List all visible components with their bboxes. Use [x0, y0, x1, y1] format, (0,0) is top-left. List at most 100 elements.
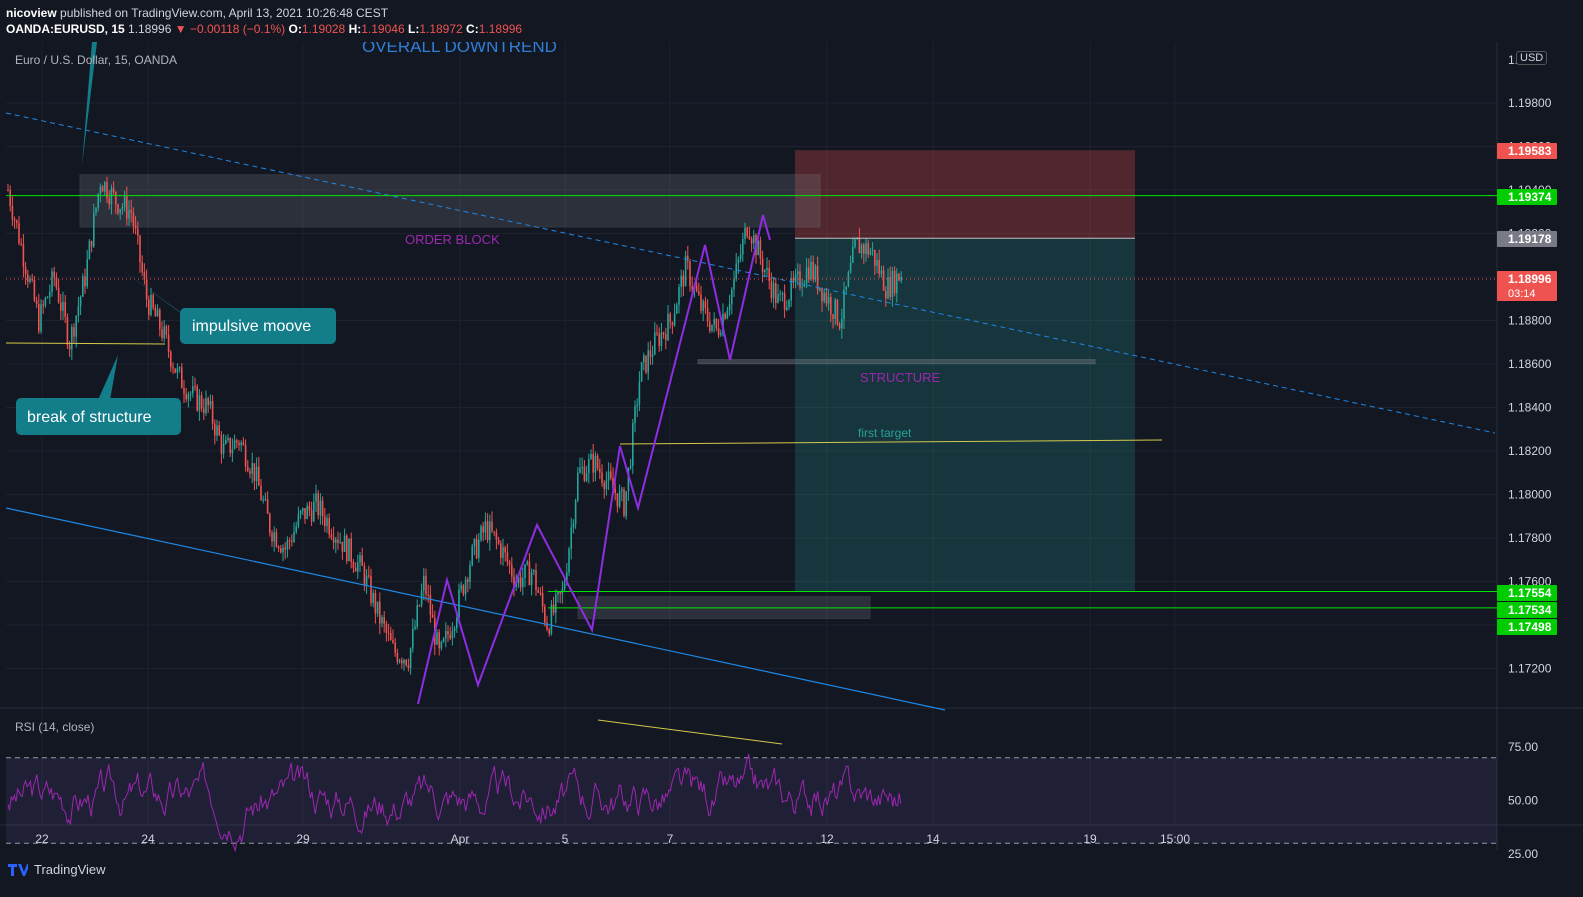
candle-body [775, 283, 777, 303]
candle-body [440, 641, 443, 649]
candle-body [733, 278, 735, 290]
candle-body [480, 526, 482, 540]
candle-body [786, 307, 788, 310]
candle-body [779, 293, 781, 295]
candle-body [504, 547, 506, 553]
x-tick-label: 7 [667, 832, 674, 846]
candle-body [649, 350, 652, 357]
candle-body [313, 501, 315, 522]
candle-body [788, 300, 790, 308]
candle-body [766, 267, 768, 271]
candle-body [442, 638, 445, 642]
x-tick-label: 19 [1083, 832, 1097, 846]
candle-body [841, 319, 843, 329]
candle-body [739, 254, 742, 259]
structure-break-line [5, 342, 166, 345]
candle-body [526, 561, 528, 565]
currency-badge[interactable]: USD [1516, 51, 1548, 65]
candle-body [515, 583, 517, 587]
y-tick-label: 1.18600 [1508, 357, 1552, 371]
candle-body [376, 601, 379, 614]
series-legend: Euro / U.S. Dollar, 15, OANDA [15, 53, 177, 67]
candle-body [414, 626, 416, 629]
candle-body [233, 440, 236, 449]
candle-body [737, 258, 740, 264]
candle-body [638, 381, 641, 405]
author[interactable]: nicoview [6, 6, 57, 20]
candle-body [13, 219, 16, 221]
candle-body [704, 301, 707, 309]
candle-body [467, 579, 469, 582]
candle-body [858, 237, 861, 254]
open-value: 1.19028 [301, 22, 346, 36]
candle-body [161, 329, 163, 339]
candle-body [880, 270, 883, 274]
callout-pointer [82, 42, 97, 165]
candle-body [896, 273, 898, 293]
candle-body [390, 633, 392, 641]
callout-pointer [118, 267, 190, 320]
candle-body [123, 196, 126, 208]
candle-body [513, 576, 515, 587]
candle-body [319, 500, 322, 516]
candle-body [616, 493, 619, 507]
candle-body [764, 270, 766, 273]
candle-body [231, 448, 234, 454]
candle-body [317, 493, 319, 516]
candle-body [431, 614, 434, 618]
tradingview-logo[interactable]: TradingView [8, 862, 106, 877]
candle-body [860, 244, 863, 254]
y-tick-label: 1.19800 [1508, 96, 1552, 110]
candle-body [711, 324, 713, 331]
candle-body [469, 564, 471, 582]
candle-body [832, 314, 834, 319]
candle-body [328, 518, 330, 535]
candle-body [605, 480, 608, 490]
candle-body [878, 260, 880, 274]
candle-body [88, 240, 91, 260]
candle-body [566, 572, 568, 584]
candle-body [812, 261, 814, 280]
candle-body [238, 442, 240, 446]
candle-body [167, 334, 170, 352]
candle-body [753, 235, 755, 244]
ohlc-line: OANDA:EURUSD, 15 1.18996 ▼ −0.00118 (−0.… [6, 22, 522, 36]
candle-body [339, 541, 341, 543]
candle-body [698, 291, 700, 295]
candle-body [687, 255, 689, 262]
bos-callout-text: break of structure [27, 409, 152, 426]
o-label: O: [288, 22, 302, 36]
candle-body [810, 261, 812, 280]
candle-body [324, 516, 326, 527]
candle-body [412, 628, 414, 649]
candle-body [830, 296, 832, 315]
l-label: L: [407, 22, 420, 36]
candle-body [372, 593, 374, 604]
price-tag [1497, 602, 1557, 618]
impulsive-callout-box [180, 308, 336, 344]
candle-body [537, 589, 539, 593]
candle-body [462, 585, 465, 595]
candle-body [715, 318, 718, 329]
candle-body [220, 435, 223, 454]
candle-body [601, 472, 603, 483]
zones [79, 150, 1135, 619]
candle-body [429, 594, 432, 615]
candle-body [834, 299, 836, 319]
candle-body [854, 239, 856, 247]
candle-body [363, 565, 366, 586]
price-tag [1497, 271, 1557, 301]
candle-body [229, 437, 231, 454]
candle-body [781, 293, 784, 295]
candle-body [471, 546, 473, 565]
candle-body [746, 227, 748, 237]
brand-label: TradingView [34, 862, 106, 877]
candle-body [695, 285, 698, 292]
candle-body [90, 240, 93, 247]
candle-body [24, 266, 27, 275]
candle-body [310, 510, 313, 522]
candle-body [478, 539, 480, 558]
candle-body [748, 236, 751, 239]
